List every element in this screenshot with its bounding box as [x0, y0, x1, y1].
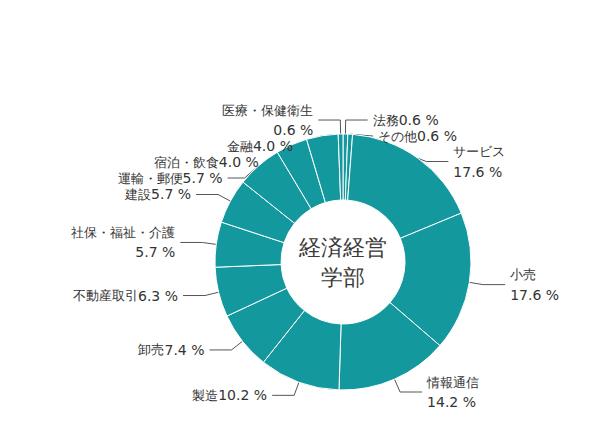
- svg-text:製造: 製造: [192, 388, 218, 403]
- svg-text:5.7 %: 5.7 %: [135, 244, 175, 260]
- svg-text:卸売: 卸売: [138, 342, 164, 357]
- svg-text:医療・保健衛生: 医療・保健衛生: [222, 103, 313, 118]
- svg-text:17.6 %: 17.6 %: [453, 164, 502, 180]
- svg-text:法務: 法務: [373, 113, 399, 128]
- svg-text:14.2 %: 14.2 %: [427, 394, 476, 410]
- svg-text:7.4 %: 7.4 %: [164, 342, 204, 358]
- svg-text:経済経営: 経済経営: [298, 235, 387, 260]
- svg-text:その他: その他: [378, 129, 417, 144]
- svg-text:宿泊・飲食: 宿泊・飲食: [154, 155, 219, 170]
- svg-text:0.6 %: 0.6 %: [417, 128, 457, 144]
- svg-text:不動産取引: 不動産取引: [73, 288, 138, 303]
- svg-text:社保・福祉・介護: 社保・福祉・介護: [71, 225, 175, 240]
- svg-text:5.7 %: 5.7 %: [183, 170, 223, 186]
- svg-text:5.7 %: 5.7 %: [151, 186, 191, 202]
- svg-text:10.2 %: 10.2 %: [218, 387, 267, 403]
- svg-text:学部: 学部: [321, 265, 365, 290]
- svg-text:4.0 %: 4.0 %: [219, 154, 259, 170]
- svg-text:0.6 %: 0.6 %: [399, 112, 439, 128]
- svg-text:運輸・郵便: 運輸・郵便: [118, 171, 183, 186]
- svg-text:6.3 %: 6.3 %: [138, 288, 178, 304]
- svg-text:建設: 建設: [124, 187, 151, 202]
- svg-text:4.0 %: 4.0 %: [253, 138, 293, 154]
- svg-text:0.6 %: 0.6 %: [273, 122, 313, 138]
- svg-text:小売: 小売: [510, 267, 536, 282]
- svg-text:情報通信: 情報通信: [426, 375, 479, 390]
- svg-text:サービス: サービス: [453, 144, 505, 159]
- svg-text:17.6 %: 17.6 %: [510, 287, 559, 303]
- svg-text:金融: 金融: [227, 139, 253, 154]
